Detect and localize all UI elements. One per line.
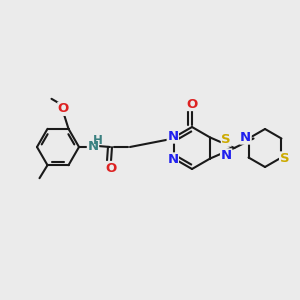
Text: N: N <box>240 131 251 144</box>
Text: N: N <box>167 130 178 143</box>
Text: O: O <box>58 102 69 115</box>
Text: H: H <box>93 134 103 148</box>
Text: N: N <box>87 140 99 152</box>
Text: S: S <box>221 133 231 146</box>
Text: O: O <box>186 98 198 110</box>
Text: N: N <box>167 153 178 166</box>
Text: S: S <box>280 152 289 165</box>
Text: N: N <box>220 149 232 162</box>
Text: O: O <box>105 161 117 175</box>
